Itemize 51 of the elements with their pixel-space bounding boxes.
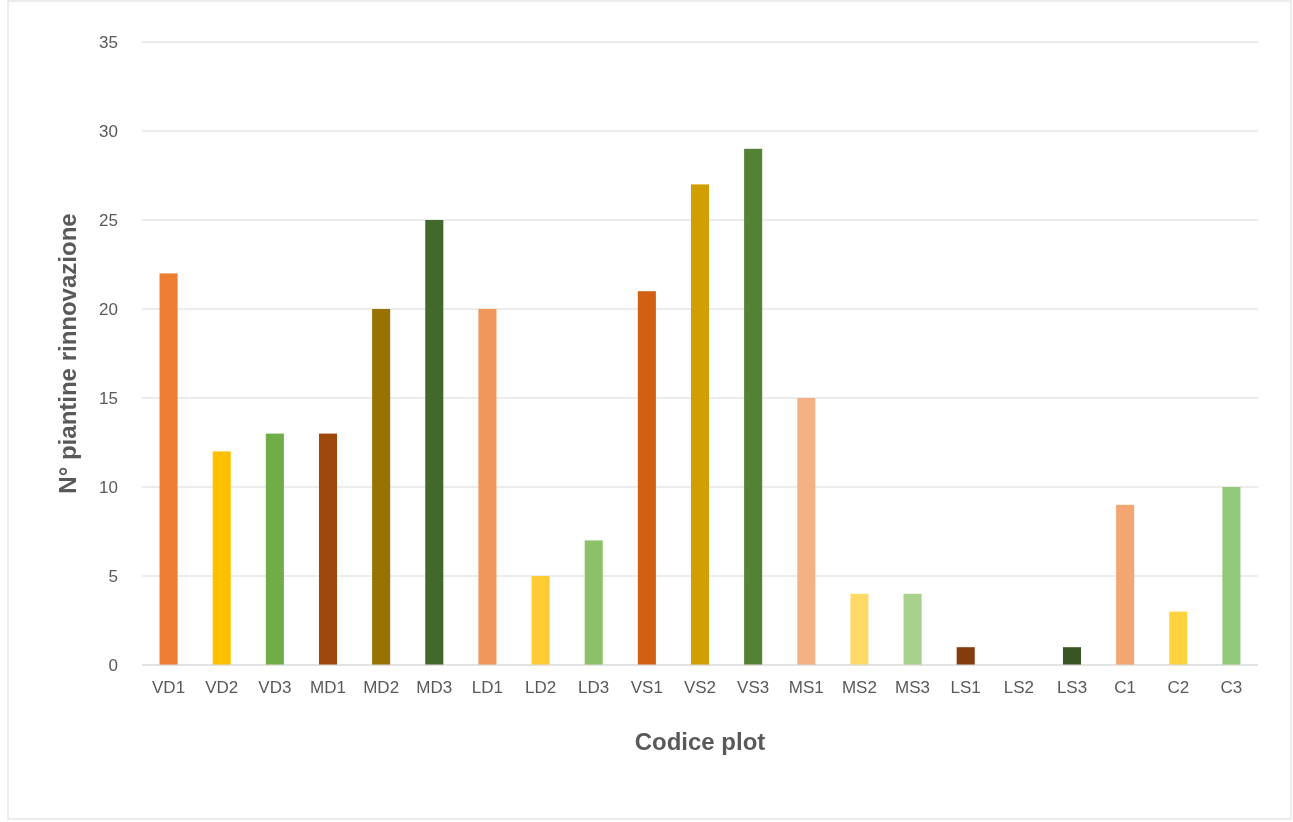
bar: [584, 540, 603, 665]
bar: [318, 433, 338, 665]
x-tick-label: VS1: [630, 678, 663, 697]
x-tick-label: LD2: [524, 678, 557, 697]
x-tick-label: VD1: [152, 678, 186, 697]
bar: [1169, 611, 1188, 665]
bar: [212, 451, 231, 665]
bar: [1116, 504, 1135, 665]
x-tick-label: MD1: [310, 678, 346, 697]
x-tick-label: LD1: [471, 678, 504, 697]
bar: [690, 184, 710, 665]
x-tick-label: C2: [1167, 678, 1190, 697]
y-tick-label: 5: [108, 566, 118, 586]
x-tick-label: VS2: [683, 678, 717, 697]
y-tick-label: 35: [99, 32, 118, 52]
bar: [265, 433, 284, 665]
x-tick-label: MS2: [841, 678, 877, 697]
bar: [159, 273, 178, 665]
x-tick-label: LS3: [1056, 678, 1088, 697]
bar: [425, 220, 444, 665]
y-tick-label: 30: [99, 121, 118, 141]
y-tick-label: 15: [99, 388, 118, 408]
x-tick-label: C1: [1114, 678, 1137, 697]
bar: [1222, 487, 1241, 665]
y-tick-label: 20: [99, 299, 118, 319]
x-tick-label: VD3: [258, 678, 292, 697]
x-tick-label: VS3: [737, 678, 770, 697]
y-tick-label: 10: [99, 477, 118, 497]
bar: [903, 593, 922, 665]
x-tick-label: LD3: [578, 678, 610, 697]
x-tick-label: MS3: [895, 678, 931, 697]
bar: [372, 309, 391, 665]
bar: [797, 398, 816, 665]
x-tick-label: LS1: [950, 678, 981, 697]
bar: [1062, 647, 1082, 665]
bar: [850, 593, 869, 665]
bar: [637, 291, 656, 665]
x-tick-label: MD2: [363, 678, 400, 697]
bar: [744, 148, 763, 665]
x-axis-title: Codice plot: [634, 728, 766, 755]
x-tick-label: C3: [1220, 678, 1243, 697]
x-tick-label: LS2: [1003, 678, 1034, 697]
y-tick-label: 25: [99, 210, 118, 230]
x-tick-label: MS1: [788, 678, 824, 697]
bar: [956, 647, 975, 665]
x-tick-label: MD3: [416, 678, 453, 697]
y-tick-label: 0: [108, 655, 118, 675]
x-tick-label: VD2: [205, 678, 239, 697]
y-axis-title: N° piantine rinnovazione: [54, 213, 81, 494]
bar: [531, 576, 550, 665]
bar: [478, 309, 497, 665]
